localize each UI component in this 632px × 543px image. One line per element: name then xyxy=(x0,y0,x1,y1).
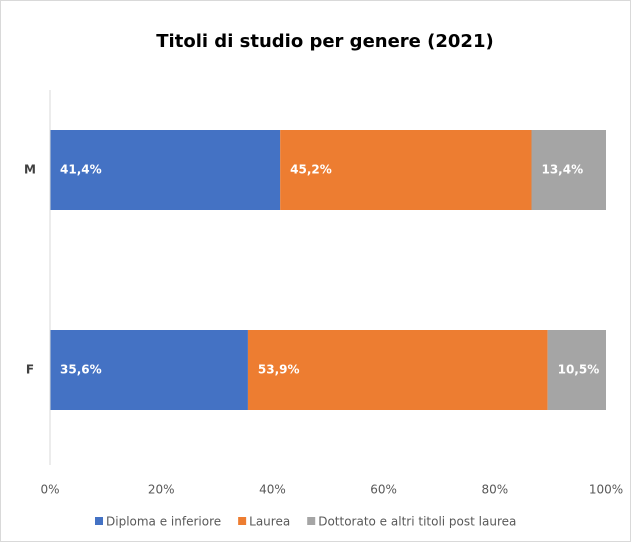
value-label: 10,5% xyxy=(558,363,600,377)
category-label: M xyxy=(24,163,36,177)
x-tick-label: 100% xyxy=(589,483,623,497)
x-tick-label: 80% xyxy=(481,483,508,497)
value-label: 53,9% xyxy=(258,363,300,377)
category-label: F xyxy=(26,363,34,377)
x-tick-label: 40% xyxy=(259,483,286,497)
bar-segment xyxy=(50,130,281,210)
bar-segment xyxy=(247,330,548,410)
bar-segment xyxy=(531,130,606,210)
bar-segment xyxy=(50,330,248,410)
value-label: 35,6% xyxy=(60,363,102,377)
legend-label: Laurea xyxy=(249,515,290,529)
bar-segment xyxy=(547,330,606,410)
legend-swatch xyxy=(238,517,247,525)
bar-segment xyxy=(280,130,532,210)
legend-label: Diploma e inferiore xyxy=(106,515,221,529)
x-tick-label: 60% xyxy=(370,483,397,497)
value-label: 41,4% xyxy=(60,163,102,177)
x-tick-label: 20% xyxy=(148,483,175,497)
value-label: 13,4% xyxy=(541,163,583,177)
legend-swatch xyxy=(307,517,316,525)
legend-swatch xyxy=(95,517,103,525)
legend-label: Dottorato e altri titoli post laurea xyxy=(318,515,516,529)
chart-title: Titoli di studio per genere (2021) xyxy=(156,31,493,52)
x-tick-label: 0% xyxy=(40,483,59,497)
value-label: 45,2% xyxy=(290,163,332,177)
